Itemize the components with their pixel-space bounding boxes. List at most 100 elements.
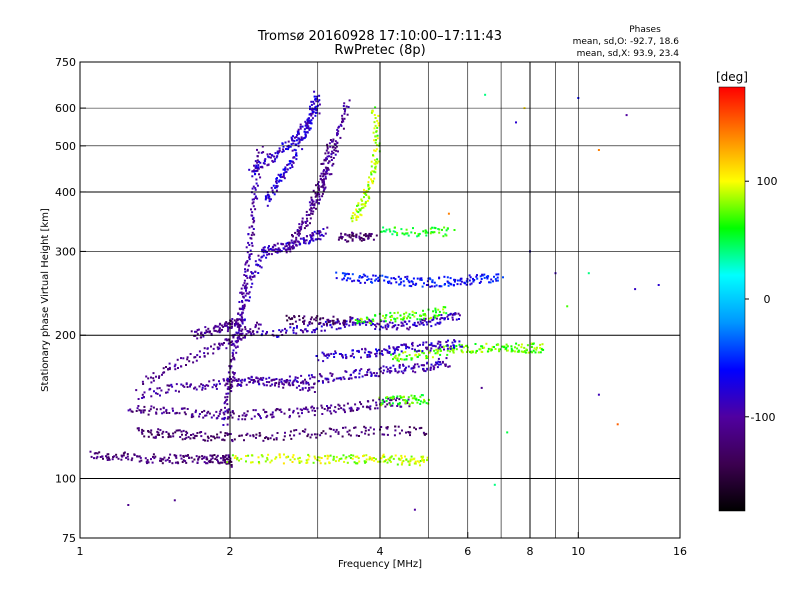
data-point — [192, 433, 195, 436]
data-point — [275, 437, 278, 440]
data-point — [239, 314, 242, 317]
data-point — [444, 363, 447, 366]
data-point — [135, 410, 138, 412]
data-point — [416, 355, 419, 358]
data-point — [315, 100, 318, 103]
data-point — [466, 280, 469, 283]
data-point — [317, 192, 320, 195]
data-point — [243, 318, 246, 321]
data-point — [251, 231, 254, 234]
data-point — [161, 458, 164, 461]
data-point — [429, 278, 432, 281]
data-point — [486, 275, 489, 278]
data-point — [248, 330, 251, 333]
data-point — [449, 350, 452, 353]
data-point — [231, 439, 233, 441]
data-point — [233, 457, 236, 459]
data-point — [433, 344, 436, 347]
data-point — [352, 349, 354, 352]
data-point — [291, 317, 293, 320]
data-point — [236, 380, 238, 382]
data-point — [320, 375, 323, 378]
data-point — [330, 156, 333, 159]
data-point — [430, 342, 433, 345]
data-point — [447, 314, 450, 317]
data-point — [307, 389, 310, 392]
data-point — [165, 431, 168, 433]
data-point — [304, 222, 307, 224]
data-point — [315, 194, 318, 197]
data-point — [384, 320, 387, 323]
data-point — [251, 198, 254, 201]
data-point — [176, 358, 179, 361]
data-point — [364, 200, 367, 203]
data-point — [293, 136, 296, 139]
x-tick-label: 10 — [571, 545, 585, 558]
data-point — [297, 128, 300, 131]
data-point — [268, 245, 270, 248]
data-point — [473, 279, 476, 281]
data-point — [369, 408, 372, 411]
data-point — [394, 324, 397, 327]
data-point — [394, 318, 397, 321]
data-point — [316, 459, 319, 461]
data-point — [419, 278, 422, 281]
data-point — [201, 386, 204, 389]
data-point — [292, 331, 295, 334]
data-point — [201, 411, 204, 413]
data-point — [305, 225, 308, 227]
data-point — [401, 461, 404, 464]
data-point — [435, 317, 438, 320]
data-point — [271, 159, 274, 162]
data-point — [250, 242, 253, 245]
data-point — [213, 454, 216, 456]
data-point — [356, 455, 359, 458]
data-point — [407, 460, 410, 463]
data-point — [317, 202, 320, 205]
data-point — [382, 460, 385, 463]
data-point — [472, 277, 474, 280]
data-point — [363, 196, 365, 199]
data-point — [306, 324, 309, 327]
data-point — [224, 406, 226, 409]
data-point — [237, 336, 239, 339]
data-point — [402, 364, 405, 367]
data-point — [350, 454, 353, 457]
data-point — [366, 199, 369, 202]
data-point — [324, 177, 327, 180]
data-point — [344, 411, 346, 414]
data-point — [131, 410, 134, 413]
data-point — [361, 348, 363, 351]
data-point — [373, 323, 376, 326]
data-point — [243, 287, 246, 290]
data-point — [180, 407, 183, 410]
data-point — [258, 258, 261, 261]
data-point — [351, 239, 354, 242]
y-tick-label: 200 — [55, 329, 76, 342]
data-point — [289, 430, 292, 433]
data-point — [364, 321, 367, 324]
data-point — [156, 430, 159, 433]
data-point — [357, 211, 360, 214]
data-point — [377, 348, 380, 351]
data-point — [419, 400, 422, 403]
data-point — [294, 149, 297, 152]
data-point — [368, 176, 371, 179]
data-point — [335, 377, 338, 380]
data-point — [396, 463, 399, 466]
data-point — [291, 166, 294, 168]
data-point — [367, 235, 370, 238]
data-point — [238, 435, 241, 437]
data-point — [296, 407, 299, 410]
data-point — [319, 198, 321, 201]
data-point — [409, 460, 412, 463]
data-point — [367, 181, 370, 184]
data-point — [334, 406, 337, 409]
data-point — [324, 320, 327, 323]
data-point — [96, 452, 99, 455]
data-point — [366, 400, 369, 403]
y-tick-label: 750 — [55, 56, 76, 69]
data-point — [321, 181, 324, 184]
data-point — [416, 460, 419, 463]
data-point — [338, 353, 341, 355]
